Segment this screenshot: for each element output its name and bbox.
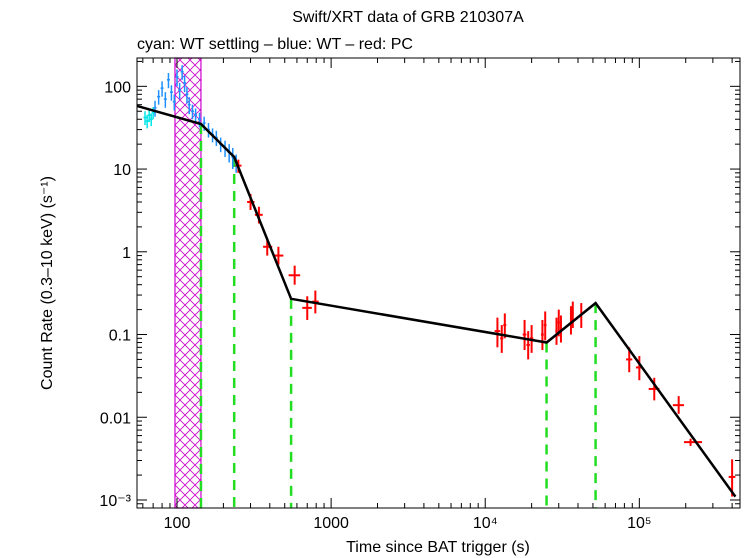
data-point xyxy=(185,87,189,104)
chart-title: Swift/XRT data of GRB 210307A xyxy=(292,9,524,26)
y-axis-label: Count Rate (0.3–10 keV) (s⁻¹) xyxy=(39,176,56,390)
y-tick-label: 10⁻³ xyxy=(99,493,131,510)
y-tick-label: 100 xyxy=(104,79,131,96)
data-point xyxy=(522,319,527,350)
data-point xyxy=(143,111,147,126)
data-point xyxy=(555,317,558,345)
y-tick-label: 0.01 xyxy=(100,410,131,427)
data-point xyxy=(571,301,574,328)
x-axis-label: Time since BAT trigger (s) xyxy=(346,539,530,556)
model-line xyxy=(136,104,737,498)
data-point xyxy=(672,396,685,414)
series-pc xyxy=(235,159,736,497)
chart-subtitle: cyan: WT settling – blue: WT – red: PC xyxy=(137,36,413,53)
data-point xyxy=(157,90,161,105)
data-point xyxy=(526,331,530,360)
data-point xyxy=(160,81,164,97)
data-point xyxy=(149,113,153,127)
x-tick-label: 10⁵ xyxy=(627,515,651,532)
ticks-layer: 100 1000 10⁴ 10⁵ 100 10 1 0.1 0.01 10⁻³ xyxy=(99,58,740,532)
data-point xyxy=(153,100,157,117)
data-point xyxy=(145,115,149,129)
data-point xyxy=(166,72,170,89)
data-point xyxy=(569,306,572,335)
data-point xyxy=(147,109,151,123)
data-point xyxy=(194,108,198,124)
data-point xyxy=(302,296,312,320)
data-point xyxy=(543,311,547,341)
y-tick-label: 1 xyxy=(122,245,131,262)
data-point xyxy=(172,94,176,111)
data-point xyxy=(540,319,544,350)
data-point xyxy=(180,65,184,80)
data-point xyxy=(183,75,187,93)
data-point xyxy=(163,92,167,108)
data-point xyxy=(500,325,504,353)
data-point xyxy=(190,104,194,120)
x-tick-label: 1000 xyxy=(313,515,349,532)
model-layer xyxy=(136,104,737,498)
data-point xyxy=(494,317,501,348)
data-point xyxy=(175,69,179,87)
series-wt xyxy=(153,65,238,173)
data-point xyxy=(169,85,173,101)
x-tick-label: 100 xyxy=(164,515,191,532)
y-tick-label: 0.1 xyxy=(109,328,131,345)
break-lines-layer xyxy=(199,124,597,508)
excluded-region xyxy=(174,57,202,509)
data-point xyxy=(559,315,563,343)
y-tick-label: 10 xyxy=(113,162,131,179)
data-point xyxy=(288,265,301,285)
excluded-region-layer xyxy=(174,57,202,509)
plot-frame xyxy=(136,57,741,509)
data-point xyxy=(178,82,182,100)
data-point xyxy=(187,97,191,115)
data-point xyxy=(684,438,702,446)
x-tick-label: 10⁴ xyxy=(473,515,498,532)
data-layer xyxy=(143,65,736,497)
